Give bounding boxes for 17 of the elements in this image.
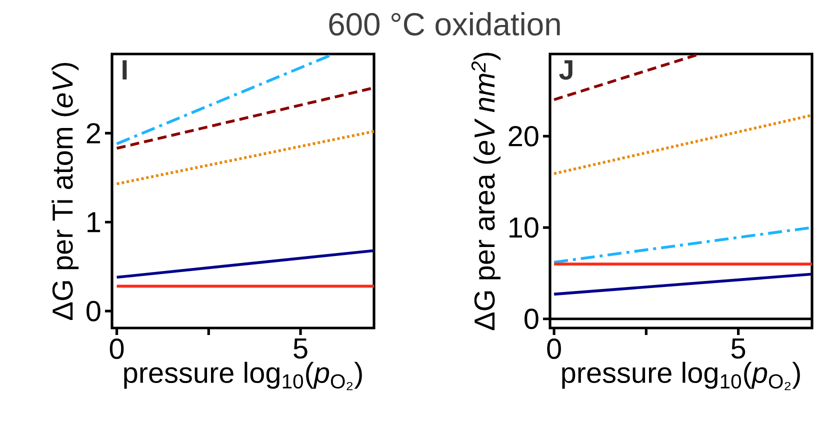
annotation: I [122,60,127,80]
x-tick-label: 5 [731,338,746,359]
y-axis-title: ΔG per Ti atom (eV) [52,62,79,320]
x-tick-label: 0 [110,338,124,359]
x-tick-label: 0 [547,338,561,359]
x-tick-label: 5 [294,338,308,359]
y-tick-label: 1 [88,212,100,232]
y-tick-label: 20 [508,126,538,146]
y-tick-label: 2 [86,123,100,144]
text: ΔG per area (eV nm$^{2}$) [471,52,501,330]
y-tick-label: 0 [86,300,100,322]
y-tick-label: 0 [524,308,538,330]
text: 600 °C oxidation [329,12,560,36]
annotation: J [559,60,572,80]
y-tick-label: 10 [510,217,538,238]
x-axis-title: pressure log$_{10}$(p$_{O₂}$) [124,362,362,390]
x-axis-title: pressure log$_{10}$(p$_{O₂}$) [562,362,800,390]
